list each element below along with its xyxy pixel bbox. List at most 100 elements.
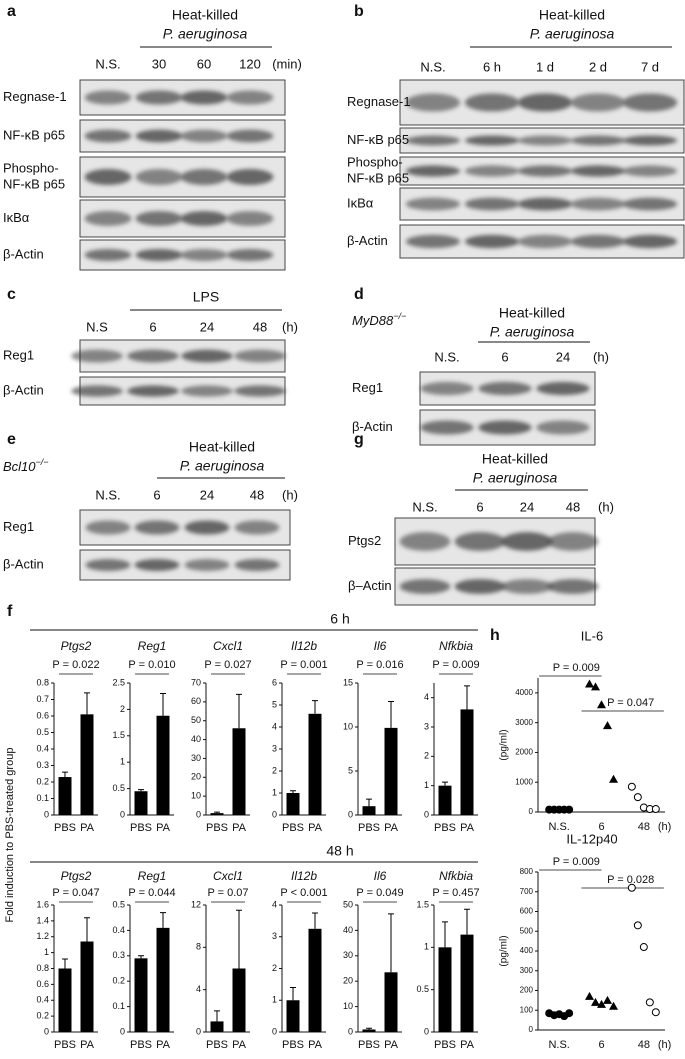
blot-band — [180, 211, 228, 226]
row-label: Reg1 — [3, 347, 34, 362]
blot-band — [226, 129, 274, 143]
bar — [210, 1021, 224, 1032]
y-tick-label: 100 — [520, 1005, 534, 1014]
blot-band — [570, 135, 626, 146]
gene-title: Il6 — [374, 869, 387, 883]
y-tick-label: 15 — [343, 677, 353, 687]
blot-band — [234, 520, 280, 535]
row-label: Regnase-1 — [3, 89, 67, 104]
blot-band — [234, 559, 280, 571]
bar — [156, 715, 170, 815]
lane-label: 48 — [253, 319, 267, 334]
data-point — [591, 682, 600, 691]
treatment-heading: Heat-killed — [482, 451, 548, 467]
x-tick-label: PA — [384, 822, 399, 834]
y-tick-label: 0.6 — [36, 710, 49, 720]
gene-title: Ptgs2 — [61, 639, 92, 653]
data-point — [627, 883, 636, 892]
blot-band — [234, 349, 286, 363]
blot-band — [71, 349, 123, 363]
y-tick-label: 800 — [520, 867, 534, 876]
blot-band — [517, 197, 573, 211]
y-tick-label: 1 — [424, 780, 429, 790]
genotype-superscript: −/− — [36, 457, 49, 467]
treatment-heading: Heat-killed — [499, 305, 565, 321]
x-tick-label: 6 — [598, 821, 604, 833]
blot-band — [134, 520, 180, 535]
gene-title: Il6 — [374, 639, 387, 653]
bar — [438, 785, 452, 815]
y-tick-label: 2 — [272, 765, 277, 775]
row-label: IκBα — [347, 195, 374, 210]
data-point — [633, 793, 642, 802]
gene-title: Nfkbia — [439, 639, 473, 653]
x-tick-label: PA — [460, 822, 475, 834]
blot-band — [547, 532, 599, 551]
blot-band — [622, 197, 678, 211]
data-point — [603, 721, 612, 730]
y-tick-label: 2 — [120, 704, 125, 714]
bar — [232, 968, 246, 1032]
panel-label: h — [490, 627, 500, 644]
x-tick-label: PA — [460, 1039, 475, 1051]
error-bar — [312, 700, 318, 714]
blot-band — [517, 135, 573, 146]
error-bar — [442, 921, 448, 948]
blot-band — [135, 211, 183, 226]
p-value: P = 0.009 — [553, 856, 600, 868]
x-tick-label: PBS — [358, 822, 380, 834]
panel-label: a — [7, 3, 16, 20]
p-value: P = 0.016 — [356, 659, 403, 671]
x-tick-label: PA — [232, 822, 247, 834]
treatment-heading: P. aeruginosa — [180, 458, 265, 474]
y-tick-label: 0 — [424, 1026, 429, 1036]
y-tick-label: 1.2 — [36, 931, 49, 941]
data-point — [603, 995, 612, 1004]
treatment-heading: P. aeruginosa — [490, 324, 575, 340]
error-bar — [290, 790, 296, 793]
p-value: P = 0.009 — [432, 659, 479, 671]
error-bar — [160, 912, 166, 928]
blot-band — [405, 93, 461, 112]
bar — [308, 713, 322, 815]
y-tick-label: 0 — [272, 1026, 277, 1036]
blot-band — [399, 532, 451, 551]
bar — [80, 941, 94, 1032]
y-tick-label: 40 — [191, 734, 201, 744]
x-tick-label: PBS — [434, 822, 456, 834]
x-tick-label: PBS — [54, 1039, 76, 1051]
blot-band — [84, 211, 132, 226]
x-tick-label: PA — [308, 822, 323, 834]
blot-band — [399, 579, 451, 594]
lane-label: N.S. — [95, 487, 120, 502]
lane-label: 1 d — [536, 59, 554, 74]
panel-label: c — [7, 286, 16, 303]
blot-band — [570, 165, 626, 177]
bar — [460, 709, 474, 815]
y-tick-label: 10 — [343, 1001, 353, 1011]
x-tick-label: N.S. — [548, 821, 569, 833]
y-tick-label: 300 — [520, 966, 534, 975]
bar — [58, 777, 72, 815]
bar — [286, 793, 300, 815]
genotype-superscript: −/− — [393, 311, 406, 321]
lane-label: 6 — [476, 499, 483, 514]
panel-label: b — [354, 3, 364, 20]
blot-band — [84, 90, 132, 105]
y-tick-label: 6 — [272, 677, 277, 687]
row-label: Reg1 — [352, 380, 383, 395]
lane-label: 60 — [197, 56, 211, 71]
error-bar — [138, 789, 144, 792]
blot-band — [622, 234, 678, 249]
blot-band — [570, 234, 626, 249]
y-tick-label: 200 — [520, 986, 534, 995]
genotype-name: MyD88 — [352, 313, 394, 328]
blot-band — [454, 579, 506, 594]
row-label: Phospho- — [347, 154, 403, 169]
panel-label: g — [354, 431, 364, 448]
data-point — [633, 921, 642, 930]
data-point — [591, 997, 600, 1006]
blot-band — [180, 169, 228, 185]
x-tick-label: PA — [80, 1039, 95, 1051]
